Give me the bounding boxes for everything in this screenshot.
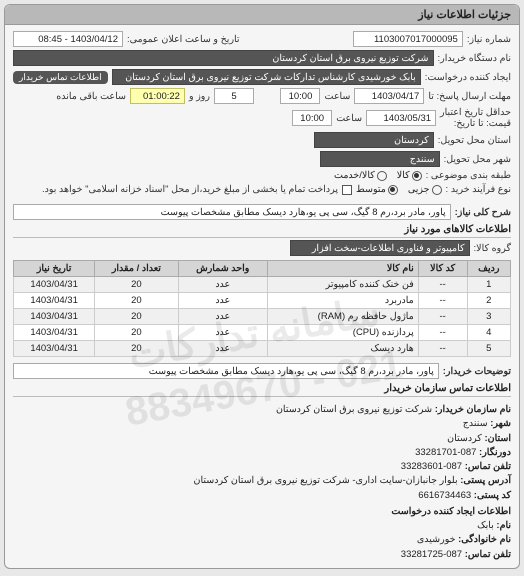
announce-field: 1403/04/12 - 08:45 (13, 31, 123, 47)
items-table: ردیف کد کالا نام کالا واحد شمارش تعداد /… (13, 260, 511, 357)
table-row: 1--فن خنک کننده کامپیوترعدد201403/04/31 (14, 277, 511, 293)
goods-type-radio-group: کالا کالا/خدمت (334, 170, 422, 181)
details-panel: جزئیات اطلاعات نیاز سامانه تدارکات 021 -… (4, 4, 520, 569)
radio-mid[interactable]: متوسط (356, 184, 398, 195)
table-row: 5--هارد دیسکعدد201403/04/31 (14, 341, 511, 357)
buyer-notes-field: پاور، مادر برد،رم 8 گیگ، سی پی یو،هارد د… (13, 363, 439, 379)
table-row: 4--پردازنده (CPU)عدد201403/04/31 (14, 325, 511, 341)
remain-time: 01:00:22 (130, 88, 185, 104)
city-field: سنندج (320, 151, 440, 167)
radio-icon (412, 171, 422, 181)
buyer-label: نام دستگاه خریدار: (438, 53, 512, 64)
radio-goods-service[interactable]: کالا/خدمت (334, 170, 387, 181)
table-header-row: ردیف کد کالا نام کالا واحد شمارش تعداد /… (14, 261, 511, 277)
valid-date: 1403/05/31 (366, 110, 436, 126)
days-field: 5 (214, 88, 254, 104)
req-no-field: 1103007017000095 (353, 31, 463, 47)
send-date: 1403/04/17 (354, 88, 424, 104)
goods-group-field: کامپیوتر و فناوری اطلاعات-سخت افزار (290, 240, 470, 256)
valid-time: 10:00 (292, 110, 332, 126)
payment-note: پرداخت تمام یا بخشی از مبلغ خرید،از محل … (42, 184, 338, 195)
radio-small[interactable]: جزیی (408, 184, 442, 195)
table-row: 3--ماژول حافظه رم (RAM)عدد201403/04/31 (14, 309, 511, 325)
subject-label: شرح کلی نیاز: (455, 207, 511, 218)
radio-icon (377, 171, 387, 181)
subject-field: پاور، مادر برد،رم 8 گیگ، سی پی یو،هارد د… (13, 204, 451, 220)
radio-goods[interactable]: کالا (397, 170, 422, 181)
contact-link[interactable]: اطلاعات تماس خریدار (13, 71, 108, 84)
items-section-title: اطلاعات کالاهای مورد نیاز (13, 224, 511, 238)
province-field: کردستان (314, 132, 434, 148)
treasury-checkbox[interactable] (342, 185, 352, 195)
panel-title: جزئیات اطلاعات نیاز (5, 5, 519, 25)
contact-block: نام سازمان خریدار: شرکت توزیع نیروی برق … (13, 403, 511, 562)
creator-field: بابک خورشیدی کارشناس تدارکات شرکت توزیع … (112, 69, 421, 85)
creator-label: ایجاد کننده درخواست: (425, 72, 511, 83)
buyer-notes-label: توضیحات خریدار: (443, 366, 511, 377)
announce-label: تاریخ و ساعت اعلان عمومی: (127, 34, 240, 45)
buyer-field: شرکت توزیع نیروی برق استان کردستان (13, 50, 434, 66)
process-radio-group: جزیی متوسط (356, 184, 442, 195)
table-row: 2--مادربردعدد201403/04/31 (14, 293, 511, 309)
contact-section-title: اطلاعات تماس سازمان خریدار (13, 383, 511, 397)
send-time: 10:00 (280, 88, 320, 104)
req-no-label: شماره نیاز: (467, 34, 511, 45)
send-until-label: مهلت ارسال پاسخ: تا (428, 91, 511, 102)
